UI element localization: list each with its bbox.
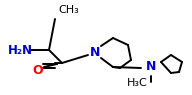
Text: H₃C: H₃C [127,78,147,88]
Text: N: N [146,61,156,74]
Text: N: N [90,46,100,59]
Text: H₂N: H₂N [8,44,33,57]
Text: CH₃: CH₃ [58,5,79,15]
Text: O: O [33,63,43,76]
